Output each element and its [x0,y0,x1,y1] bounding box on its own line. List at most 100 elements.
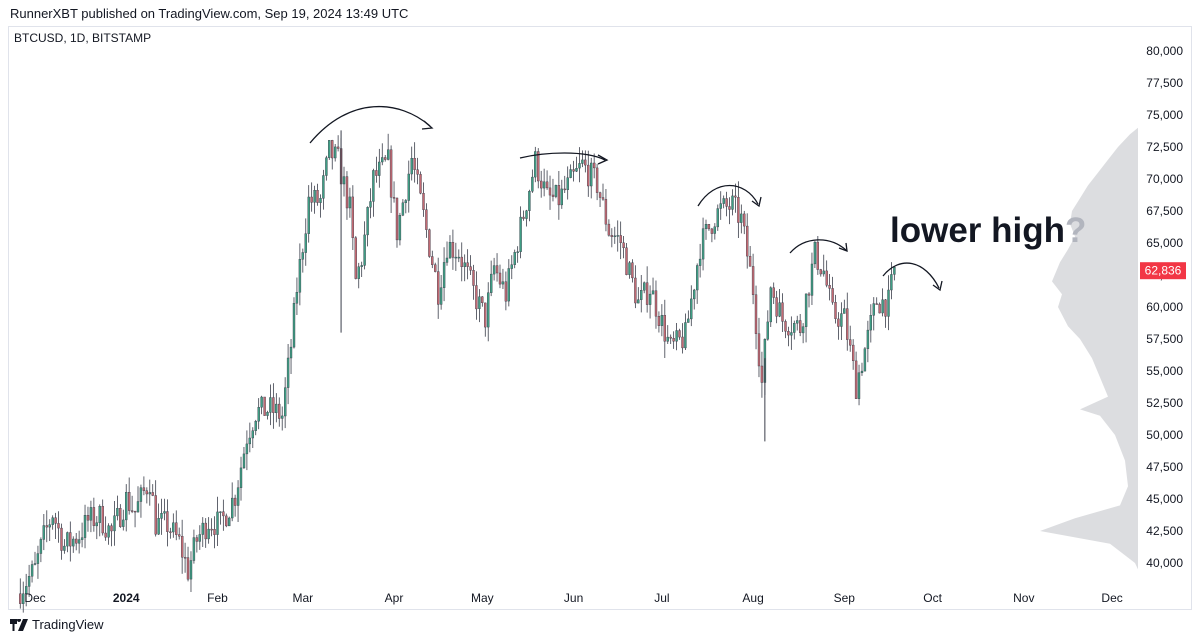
candle-body [495,265,499,274]
candle-body [363,234,366,266]
candle-body [33,563,37,565]
candle-body [584,159,587,166]
y-tick-label: 75,000 [1146,108,1183,122]
candle-body [357,266,360,279]
candle-body [148,492,152,495]
candle-body [784,321,787,332]
candle-body [475,285,478,310]
y-tick-label: 57,500 [1146,332,1183,346]
candle-body [136,501,140,513]
candle-body [525,210,528,219]
candle-body [95,522,99,527]
candle-body [192,537,196,561]
candle-body [722,198,725,204]
candle-body [30,564,34,577]
candle-body [289,346,293,359]
candle-body [775,297,778,317]
price-axis[interactable]: 40,000 42,500 45,000 47,500 50,000 52,500 55,0… [1146,44,1183,570]
annotation-label: lower high [890,211,1065,250]
candle-body [672,338,675,342]
candle-body [242,453,246,469]
candle-body [316,189,319,203]
candle-body [180,536,184,558]
arrowhead-1 [421,120,434,130]
x-tick-label: Aug [742,591,763,605]
candle-body [754,294,758,334]
candle-body [710,228,714,234]
candle-body [807,293,811,296]
candle-body [490,273,493,293]
candle-body [616,235,619,237]
time-axis[interactable]: Dec 2024 Feb Mar Apr May Jun Jul Aug Sep Oct Nov Dec [24,591,1122,605]
candle-body [766,321,769,340]
y-tick-label: 47,500 [1146,460,1183,474]
candle-body [498,272,502,285]
candle-body [166,511,169,532]
candle-body [298,259,302,293]
candle-body [372,170,375,202]
candle-body [631,262,634,279]
candle-body [666,336,669,342]
candle-body [189,560,193,580]
candle-body [48,524,51,528]
candle-body [204,522,207,540]
candle-body [304,233,307,253]
candle-body [101,506,104,534]
candle-body [787,331,790,336]
candle-body [22,593,25,604]
candle-body [849,339,852,346]
candle-body [651,290,655,295]
candle-body [778,302,781,317]
candle-body [313,189,316,203]
candle-body [25,586,28,595]
candle-body [675,330,678,342]
candle-body [310,196,313,203]
candle-body [219,511,222,513]
candle-body [593,162,596,169]
candle-body [840,313,843,327]
candle-body [828,285,831,289]
candle-body [183,557,187,559]
candle-body [275,403,278,414]
candle-body [213,529,216,535]
candle-body [428,229,431,257]
tradingview-brand[interactable]: TradingView [10,617,104,632]
candle-body [681,336,684,349]
x-tick-label: Jul [654,591,669,605]
candle-body [124,492,128,521]
candle-body [319,198,322,203]
candle-body [398,214,402,241]
candle-body [86,515,90,521]
candle-body [416,169,419,175]
candle-body [822,270,825,275]
candle-body [457,256,460,259]
annotation-question-mark: ? [1065,211,1086,250]
candle-body [281,415,284,419]
candle-body [707,223,711,230]
candle-body [619,235,622,243]
candle-body [322,175,325,199]
candle-body [857,372,861,399]
candle-body [516,251,519,253]
x-tick-label: 2024 [113,591,140,605]
candle-body [186,557,190,580]
candle-body [36,553,40,564]
candle-body [819,269,822,275]
candle-body [660,315,664,326]
candle-body [875,303,878,305]
candle-body [387,149,390,160]
candle-body [269,397,272,413]
arc-arrow-5 [882,262,940,289]
candle-body [239,467,243,488]
candle-body [51,517,54,525]
candle-body [863,348,867,372]
candle-body [837,318,840,327]
candle-body [690,298,693,320]
arc-arrow-1 [309,105,431,144]
candle-body [216,511,219,535]
volume-profile-shape [1040,127,1138,570]
x-tick-label: Dec [1101,591,1122,605]
candle-body [45,525,48,528]
candle-body [378,161,381,176]
